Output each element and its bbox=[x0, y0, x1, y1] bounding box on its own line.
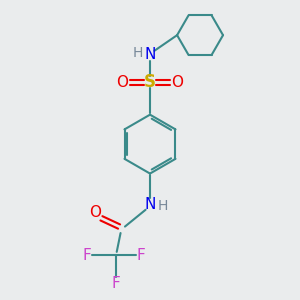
Text: F: F bbox=[137, 248, 146, 263]
Text: S: S bbox=[144, 73, 156, 91]
Text: N: N bbox=[144, 47, 156, 62]
Text: F: F bbox=[82, 248, 91, 263]
Text: N: N bbox=[144, 197, 156, 212]
Text: O: O bbox=[117, 75, 129, 90]
Text: O: O bbox=[89, 205, 101, 220]
Text: H: H bbox=[157, 199, 168, 213]
Text: F: F bbox=[112, 277, 121, 292]
Text: H: H bbox=[132, 46, 143, 60]
Text: O: O bbox=[171, 75, 183, 90]
